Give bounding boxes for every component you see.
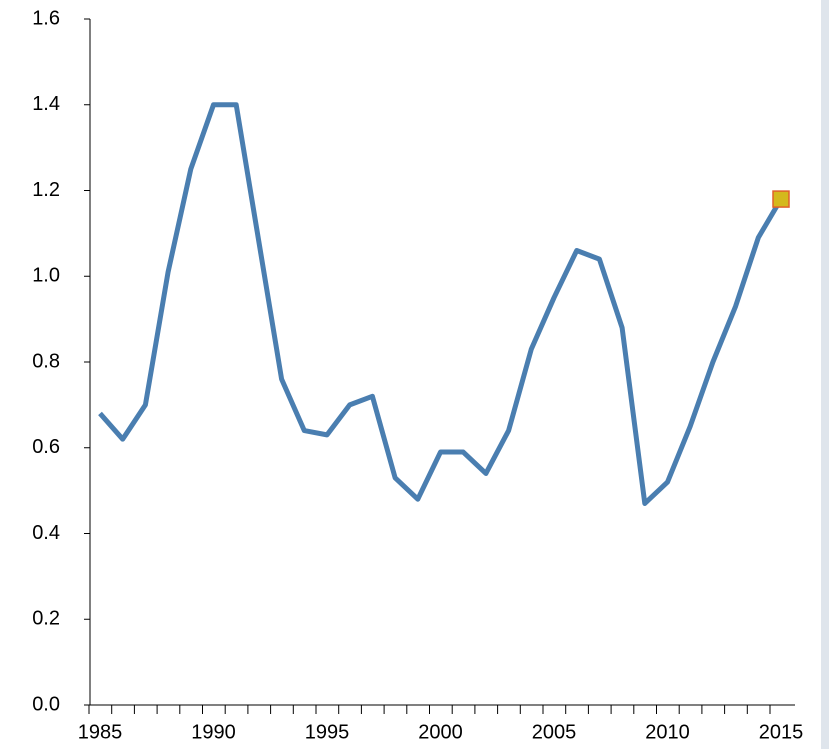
y-tick-label: 1.6	[32, 7, 60, 29]
x-tick-label: 1985	[78, 721, 123, 743]
y-tick-label: 0.4	[32, 522, 60, 544]
x-tick-label: 2015	[759, 721, 804, 743]
x-tick-label: 1990	[191, 721, 236, 743]
side-bar	[821, 0, 829, 749]
y-tick-label: 0.2	[32, 608, 60, 630]
y-tick-label: 1.4	[32, 93, 60, 115]
x-tick-label: 1995	[305, 721, 350, 743]
y-tick-label: 0.0	[32, 693, 60, 715]
y-tick-label: 0.6	[32, 436, 60, 458]
x-tick-label: 2010	[645, 721, 690, 743]
y-tick-label: 0.8	[32, 350, 60, 372]
y-tick-label: 1.0	[32, 265, 60, 287]
data-line	[98, 102, 784, 506]
x-tick-label: 2005	[532, 721, 577, 743]
last-point-marker	[772, 190, 790, 208]
y-tick-label: 1.2	[32, 179, 60, 201]
x-tick-label: 2000	[418, 721, 463, 743]
